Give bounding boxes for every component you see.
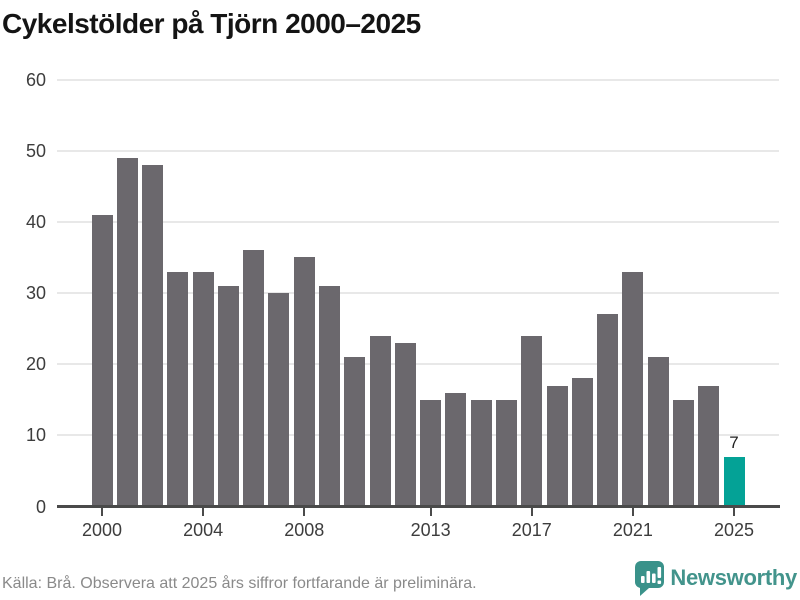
bar-2016 [495,399,517,507]
bar-2004 [192,271,214,507]
bar-2012 [394,342,416,507]
x-axis-tick-2013 [429,508,432,516]
x-axis-line [57,505,780,508]
bar-2003 [167,271,189,507]
x-axis-tick-label: 2017 [511,519,552,540]
y-axis-tick-label: 10 [25,425,46,446]
bar-2011 [369,335,391,507]
gridline-y-10 [57,434,779,437]
y-axis-tick-label: 50 [25,140,46,161]
gridline-y-30 [57,292,779,294]
bar-2019 [571,378,593,507]
x-axis-tick-label: 2000 [81,519,123,540]
x-axis-tick-2021 [631,508,634,516]
bar-2009 [319,285,341,507]
bar-2008 [293,257,315,507]
x-axis-tick-2000 [101,508,103,516]
bar-2013 [420,399,442,507]
bar-2002 [142,164,164,507]
y-axis-tick-label: 30 [25,283,46,303]
bar-2014 [445,392,467,507]
bar-2000 [91,214,113,507]
bar-2020 [597,314,619,507]
bar-2010 [344,357,366,507]
newsworthy-logo-text: Newsworthy [670,565,797,590]
gridline-y-20 [57,363,779,366]
x-axis-tick-label: 2021 [612,519,653,540]
x-axis-tick-2017 [530,508,533,516]
newsworthy-chart-bubble-icon [635,560,665,596]
x-axis-tick-2025 [733,508,735,516]
x-axis-tick-2008 [303,508,306,516]
bar-2005 [217,285,239,507]
x-axis-tick-label: 2025 [713,519,755,540]
bar-2018 [546,385,568,507]
newsworthy-logo: Newsworthy [635,560,797,596]
bar-2021 [622,271,644,507]
x-axis-tick-label: 2004 [183,519,224,540]
value-label-2025: 7 [729,432,739,452]
x-axis-tick-label: 2013 [410,519,451,540]
bar-2007 [268,293,290,507]
gridline-y-50 [57,149,779,152]
plot-area: 0 10 20 30 40 50 60 7 2000 2004 2008 2013 2017 2021 20… [25,69,780,540]
bar-2022 [647,357,669,507]
y-axis-tick-label: 60 [25,69,46,90]
bar-2006 [243,250,265,507]
bar-2023 [672,399,694,507]
y-axis-tick-label: 0 [35,496,46,517]
x-axis-tick-2004 [202,508,205,516]
gridline-y-60 [57,78,779,81]
y-axis-tick-label: 20 [25,354,46,375]
chart-title: Cykelstölder på Tjörn 2000–2025 [2,8,421,39]
gridline-y-40 [57,220,779,223]
y-axis-tick-label: 40 [25,211,46,232]
bar-2025-highlighted [723,456,745,507]
bar-2015 [470,399,492,507]
bar-2017 [521,335,543,507]
bar-2001 [116,157,138,507]
x-axis-tick-label: 2008 [284,519,325,540]
bar-2024 [698,385,720,507]
source-note: Källa: Brå. Observera att 2025 års siffr… [2,575,477,592]
